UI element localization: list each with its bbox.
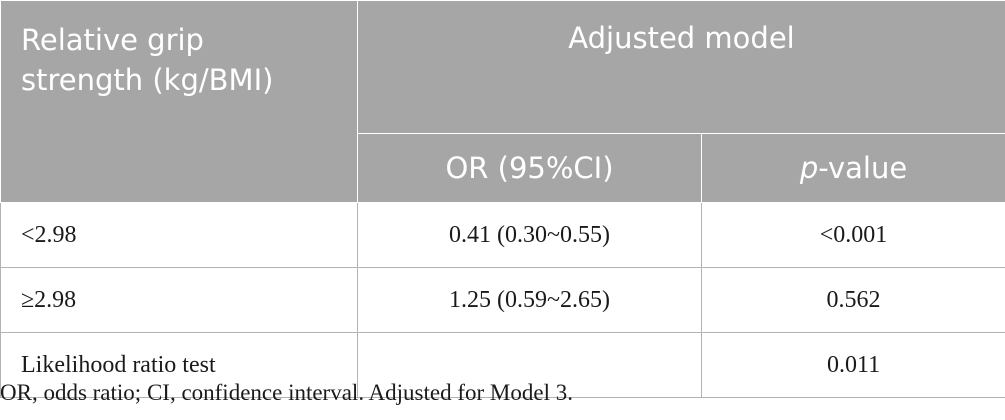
header-or-ci: OR (95%CI) <box>357 133 702 203</box>
row-p: 0.562 <box>700 267 1005 333</box>
table-row: Likelihood ratio test 0.011 <box>0 332 1005 398</box>
row-p: <0.001 <box>700 202 1005 268</box>
table-row: ≥2.98 1.25 (0.59~2.65) 0.562 <box>0 267 1005 333</box>
row-p: 0.011 <box>700 332 1005 398</box>
table-row: <2.98 0.41 (0.30~0.55) <0.001 <box>0 202 1005 268</box>
header-grip-strength: Relative grip strength (kg/BMI) <box>0 0 358 203</box>
header-p-rest: -value <box>818 151 908 185</box>
row-label: Likelihood ratio test <box>0 332 358 398</box>
header-adjusted-model: Adjusted model <box>356 0 1005 134</box>
table-footnote: OR, odds ratio; CI, confidence interval.… <box>0 380 573 405</box>
row-or: 0.41 (0.30~0.55) <box>357 202 702 268</box>
header-p-italic: p <box>799 151 819 185</box>
row-label: ≥2.98 <box>0 267 358 333</box>
results-table: Relative grip strength (kg/BMI) Adjusted… <box>0 0 1005 398</box>
header-grip-strength-line1: Relative grip <box>21 23 204 57</box>
row-or <box>357 332 702 398</box>
header-p-value: p-value <box>700 133 1005 203</box>
row-or: 1.25 (0.59~2.65) <box>357 267 702 333</box>
header-grip-strength-line2: strength (kg/BMI) <box>21 63 274 97</box>
row-label: <2.98 <box>0 202 358 268</box>
